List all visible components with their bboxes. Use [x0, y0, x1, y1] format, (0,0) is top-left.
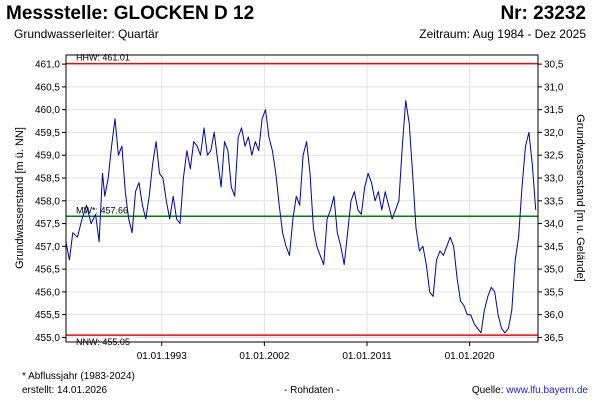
tick-labels: 461,0 30,5 460,5 31,0 460,0 31,5 459,5 32,0 459,…: [35, 60, 564, 362]
reference-label: HHW: 461.01: [76, 53, 130, 63]
tick-marks: [62, 63, 542, 346]
x-tick-label: 01.01.2020: [445, 351, 495, 362]
y-tick-label-right: 36,0: [544, 310, 564, 321]
footnote: * Abflussjahr (1983-2024): [22, 371, 135, 382]
raw-data-label: - Rohdaten -: [284, 385, 340, 396]
grid-lines: [66, 55, 538, 342]
y-tick-label-left: 460,0: [35, 105, 60, 116]
y-tick-label-left: 457,0: [35, 242, 60, 253]
station-title: Messstelle: GLOCKEN D 12: [6, 3, 255, 24]
reference-label-bg: [75, 52, 137, 63]
y-tick-label-right: 33,5: [544, 196, 564, 207]
x-tick-label: 01.01.1993: [137, 351, 187, 362]
y-tick-label-left: 455,5: [35, 310, 60, 321]
y-tick-label-right: 34,0: [544, 219, 564, 230]
y-tick-label-left: 457,5: [35, 219, 60, 230]
y-tick-label-left: 461,0: [35, 60, 60, 71]
y-tick-label-left: 458,0: [35, 196, 60, 207]
y-tick-label-right: 32,0: [544, 128, 564, 139]
plot-frame: [65, 54, 539, 343]
x-tick-label: 01.01.2011: [342, 351, 392, 362]
y-tick-label-right: 30,5: [544, 60, 564, 71]
y-tick-label-left: 459,0: [35, 151, 60, 162]
y-tick-label-left: 459,5: [35, 128, 60, 139]
reference-label-bg: [75, 205, 137, 216]
created-date: erstellt: 14.01.2026: [22, 385, 108, 396]
y-tick-label-right: 35,5: [544, 287, 564, 298]
y-tick-label-right: 33,0: [544, 174, 564, 185]
y-tick-label-right: 31,0: [544, 82, 564, 93]
x-tick-label: 01.01.2002: [239, 351, 289, 362]
y-axis-title-left: Grundwasserstand [m ü. NN]: [14, 127, 26, 269]
y-tick-label-right: 32,5: [544, 151, 564, 162]
source: Quelle: www.lfu.bayern.de: [472, 385, 588, 396]
y-tick-label-left: 460,5: [35, 82, 60, 93]
y-tick-label-left: 456,0: [35, 287, 60, 298]
source-label: Quelle:: [471, 385, 507, 396]
y-tick-label-right: 34,5: [544, 242, 564, 253]
y-tick-label-right: 31,5: [544, 105, 564, 116]
period-label: Zeitraum: Aug 1984 - Dez 2025: [419, 27, 586, 41]
aquifer-label: Grundwasserleiter: Quartär: [14, 27, 159, 41]
y-tick-label-left: 455,0: [35, 333, 60, 344]
y-tick-label-left: 458,5: [35, 174, 60, 185]
y-tick-label-right: 36,5: [544, 333, 564, 344]
groundwater-series-line: [65, 100, 537, 334]
series-layer: [65, 100, 537, 334]
y-axis-title-right: Grundwasserstand [m u. Gelände]: [574, 114, 586, 282]
source-link[interactable]: www.lfu.bayern.de: [506, 385, 588, 396]
reference-label: MW*: 457.66: [76, 205, 128, 215]
y-tick-label-right: 35,0: [544, 265, 564, 276]
y-tick-label-left: 456,5: [35, 265, 60, 276]
station-number: Nr: 23232: [500, 3, 586, 24]
